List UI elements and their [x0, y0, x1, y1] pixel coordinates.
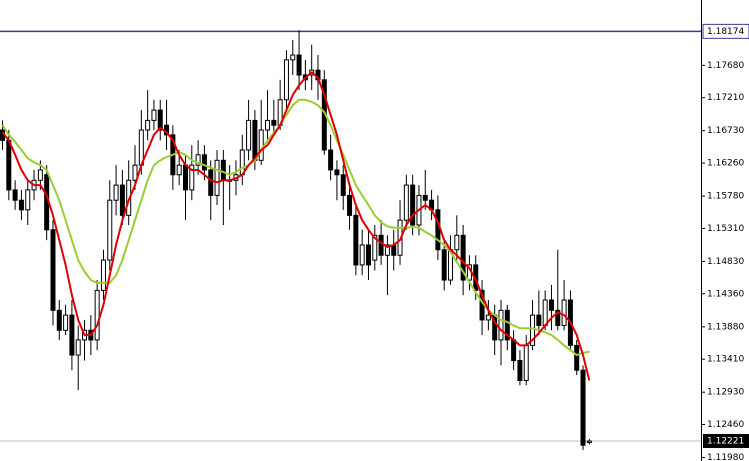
- y-tick-label: 1.11980: [707, 453, 744, 461]
- candle-body: [113, 184, 119, 201]
- candle-body: [542, 299, 548, 326]
- candle-body: [252, 119, 258, 161]
- candle-body: [119, 184, 125, 216]
- y-tick-label: 1.12460: [707, 420, 744, 430]
- last-price-label-box: [703, 433, 749, 448]
- candle-body: [586, 440, 592, 443]
- moving-average-line: [1, 71, 591, 381]
- y-tick-label: 1.16260: [707, 159, 744, 169]
- candle-body: [151, 109, 157, 121]
- candle-body: [580, 369, 586, 446]
- candle-body: [555, 309, 561, 326]
- y-tick-label: 1.15310: [707, 224, 744, 234]
- y-tick-label: 1.17210: [707, 93, 744, 103]
- candle-body: [340, 174, 346, 196]
- candle-body: [391, 244, 397, 256]
- candle-body: [214, 159, 220, 196]
- candle-body: [94, 289, 100, 341]
- candle-body: [63, 314, 69, 331]
- candle-body: [246, 119, 252, 151]
- y-tick-label: 1.14830: [707, 257, 744, 267]
- candle-body: [12, 189, 18, 201]
- candle-body: [145, 119, 151, 131]
- candle-body: [37, 169, 43, 181]
- y-tick-label: 1.16730: [707, 126, 744, 136]
- candle-body: [265, 119, 271, 131]
- candle-body: [548, 299, 554, 311]
- y-tick-label: 1.15780: [707, 192, 744, 202]
- candle-body: [201, 154, 207, 171]
- candle-body: [100, 259, 106, 291]
- last-price-label: 1.12221: [707, 436, 744, 446]
- candle-body: [498, 309, 504, 341]
- y-tick-label: 1.13410: [707, 355, 744, 365]
- candle-body: [271, 119, 277, 126]
- candle-body: [523, 344, 529, 381]
- candle-body: [530, 314, 536, 346]
- candle-body: [283, 59, 289, 101]
- candle-body: [372, 234, 378, 261]
- y-tick-label: 1.17680: [707, 61, 744, 71]
- candle-body: [511, 339, 517, 362]
- candle-body: [107, 199, 113, 261]
- candle-body: [6, 139, 12, 191]
- candle-body: [189, 164, 195, 191]
- candle-body: [25, 189, 31, 211]
- y-tick-label: 1.13880: [707, 322, 744, 332]
- candle-body: [132, 164, 138, 181]
- candle-body: [410, 184, 416, 226]
- candle-body: [334, 169, 340, 176]
- y-tick-label: 1.12930: [707, 388, 744, 398]
- candle-body: [258, 129, 264, 161]
- candle-body: [353, 214, 359, 266]
- horizontal-line-label-box: [702, 23, 749, 39]
- candle-body: [208, 169, 214, 196]
- candle-body: [365, 244, 371, 266]
- candle-body: [504, 309, 510, 341]
- candle-body: [176, 164, 182, 176]
- candle-body: [220, 159, 226, 181]
- candle-body: [384, 244, 390, 256]
- candle-body: [561, 299, 567, 326]
- moving-average-line: [1, 98, 590, 357]
- candle-body: [435, 209, 441, 251]
- candle-body: [75, 339, 81, 356]
- candle-body: [56, 309, 62, 331]
- candle-body: [378, 234, 384, 256]
- candle-body: [347, 194, 353, 216]
- candle-body: [69, 314, 75, 356]
- candle-body: [50, 229, 56, 311]
- horizontal-line-label: 1.18174: [707, 27, 744, 37]
- y-tick-label: 1.14360: [707, 289, 744, 299]
- candle-body: [328, 149, 334, 171]
- candle-body: [359, 244, 365, 266]
- candle-body: [403, 184, 409, 221]
- candle-body: [536, 314, 542, 326]
- candle-body: [296, 54, 302, 76]
- candle-body: [18, 199, 24, 211]
- candle-body: [517, 360, 523, 381]
- candle-body: [441, 249, 447, 281]
- candle-body: [485, 314, 491, 321]
- candle-body: [290, 54, 296, 61]
- candle-body: [460, 234, 466, 281]
- candle-body: [195, 154, 201, 166]
- candle-body: [422, 194, 428, 201]
- candle-body: [182, 164, 188, 191]
- candle-body: [574, 344, 580, 371]
- candle-body: [157, 109, 163, 131]
- candle-body: [454, 234, 460, 251]
